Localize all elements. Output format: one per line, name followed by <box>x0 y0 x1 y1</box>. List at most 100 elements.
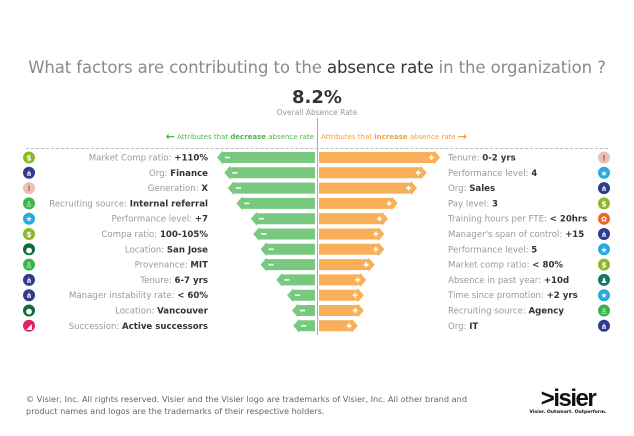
increase-attribute-label: Manager's span of control: +15 <box>448 230 584 240</box>
minus-icon <box>258 217 264 220</box>
minus-icon <box>232 172 238 174</box>
star-icon-glyph: ★ <box>601 245 608 254</box>
decrease-attribute-label: Location: Vancouver <box>115 307 209 317</box>
minus-icon <box>301 325 307 327</box>
attribute-name: Org: <box>448 322 469 332</box>
copyright-notice: © Visier, Inc. All rights reserved. Visi… <box>26 394 468 416</box>
recruit-icon: ♙ <box>23 258 35 271</box>
attribute-name: Recruiting source: <box>448 307 529 317</box>
attribute-name: Location: <box>125 245 167 255</box>
attribute-name: Performance level: <box>112 215 195 225</box>
recruit-icon-glyph: ♙ <box>26 199 33 208</box>
plus-icon-v <box>378 216 381 222</box>
attribute-value: Agency <box>529 307 565 317</box>
org-icon-circle <box>598 319 610 332</box>
org-icon-glyph: ⋔ <box>601 230 607 239</box>
plus-icon-v <box>388 200 390 206</box>
title-prefix: What factors are contributing to the <box>28 58 327 77</box>
decrease-bar <box>253 227 315 241</box>
increase-bar <box>319 288 364 303</box>
minus-icon <box>268 263 274 266</box>
people-icon-circle <box>23 182 35 195</box>
increase-attribute-label: Org: IT <box>448 322 478 332</box>
legend-increase-prefix: Attributes that <box>321 133 375 141</box>
award-icon-glyph: ✿ <box>601 215 607 224</box>
people-icon-glyph: ⁞ <box>603 154 606 163</box>
increase-attribute-label: Pay level: 3 <box>448 199 498 209</box>
star-icon-circle <box>598 289 610 302</box>
attribute-name: Org: <box>448 184 469 194</box>
attribute-name: Manager's span of control: <box>448 230 565 240</box>
attribute-value: +110% <box>174 154 208 164</box>
attribute-name: Provenance: <box>135 261 191 271</box>
minus-icon <box>284 279 290 281</box>
dollar-icon-circle <box>598 197 610 210</box>
award-icon: ✿ <box>598 212 610 225</box>
attribute-name: Recruiting source: <box>49 199 130 209</box>
attribute-value: 5 <box>531 245 537 255</box>
overall-rate-label: Overall Absence Rate <box>276 108 358 117</box>
location-icon-glyph: ● <box>26 245 33 254</box>
decrease-bar <box>260 257 315 272</box>
increase-bar <box>319 150 440 165</box>
attribute-value: 6-7 yrs <box>175 276 208 286</box>
legend-increase-bold: increase <box>374 133 408 141</box>
attribute-name: Performance level: <box>448 169 531 179</box>
attribute-value: X <box>201 184 208 194</box>
decrease-bar <box>250 211 315 226</box>
attribute-value: +10d <box>544 276 569 286</box>
decrease-attribute-label: Tenure: 6-7 yrs <box>139 276 208 286</box>
location-icon-circle <box>23 243 35 256</box>
star-icon-glyph: ★ <box>26 215 33 224</box>
succession-icon-glyph: ◢ <box>26 322 32 331</box>
header-separator <box>26 148 608 149</box>
org-icon: ⋔ <box>23 289 35 302</box>
decrease-attribute-label: Provenance: MIT <box>135 261 209 271</box>
location-icon: ● <box>23 243 35 256</box>
increase-bar <box>319 272 367 287</box>
attribute-name: Generation: <box>148 184 202 194</box>
recruit-icon: ♙ <box>23 197 35 210</box>
star-icon-glyph: ★ <box>601 169 608 178</box>
legend-decrease-prefix: Attributes that <box>177 133 231 141</box>
page-title: What factors are contributing to the abs… <box>0 58 634 77</box>
attribute-value: San Jose <box>167 245 208 255</box>
dollar-icon-circle <box>23 151 35 164</box>
increase-attribute-label: Absence in past year: +10d <box>448 276 569 286</box>
star-icon-circle <box>598 166 610 179</box>
minus-icon <box>224 156 230 159</box>
attribute-value: 3 <box>492 199 498 209</box>
dollar-icon-glyph: $ <box>601 199 606 208</box>
increase-bar <box>319 303 364 318</box>
logo-tagline: Visier. Outsmart. Outperform. <box>529 410 607 415</box>
attribute-name: Location: <box>115 307 157 317</box>
people-icon: ⁞ <box>23 182 35 195</box>
plus-icon-v <box>354 308 357 313</box>
logo-wordmark: >isier <box>540 385 597 412</box>
attribute-value: 4 <box>531 169 537 179</box>
org-icon-circle <box>23 273 35 286</box>
decrease-bar <box>287 288 315 303</box>
org-icon: ⋔ <box>598 319 610 332</box>
attribute-name: Market comp ratio: <box>448 261 532 271</box>
plus-icon-v <box>348 323 351 329</box>
plus-icon-v <box>430 155 433 160</box>
plus-icon-v <box>375 246 377 252</box>
attribute-value: 0-2 yrs <box>482 154 515 164</box>
decrease-attribute-label: Org: Finance <box>149 169 208 179</box>
recruit-icon-circle <box>23 258 35 271</box>
attribute-value: < 80% <box>532 261 563 271</box>
attribute-name: Training hours per FTE: <box>447 215 550 225</box>
minus-icon <box>261 233 267 235</box>
star-icon: ★ <box>598 166 610 179</box>
minus-icon <box>235 187 241 189</box>
people-icon-circle <box>598 151 610 164</box>
attribute-name: Succession: <box>69 322 122 332</box>
overall-rate-value: 8.2% <box>292 87 342 108</box>
attribute-value: Active successors <box>122 322 208 332</box>
star-icon-circle <box>23 212 35 225</box>
minus-icon <box>268 248 274 251</box>
increase-bar <box>319 318 358 333</box>
increase-attribute-label: Recruiting source: Agency <box>448 307 564 317</box>
